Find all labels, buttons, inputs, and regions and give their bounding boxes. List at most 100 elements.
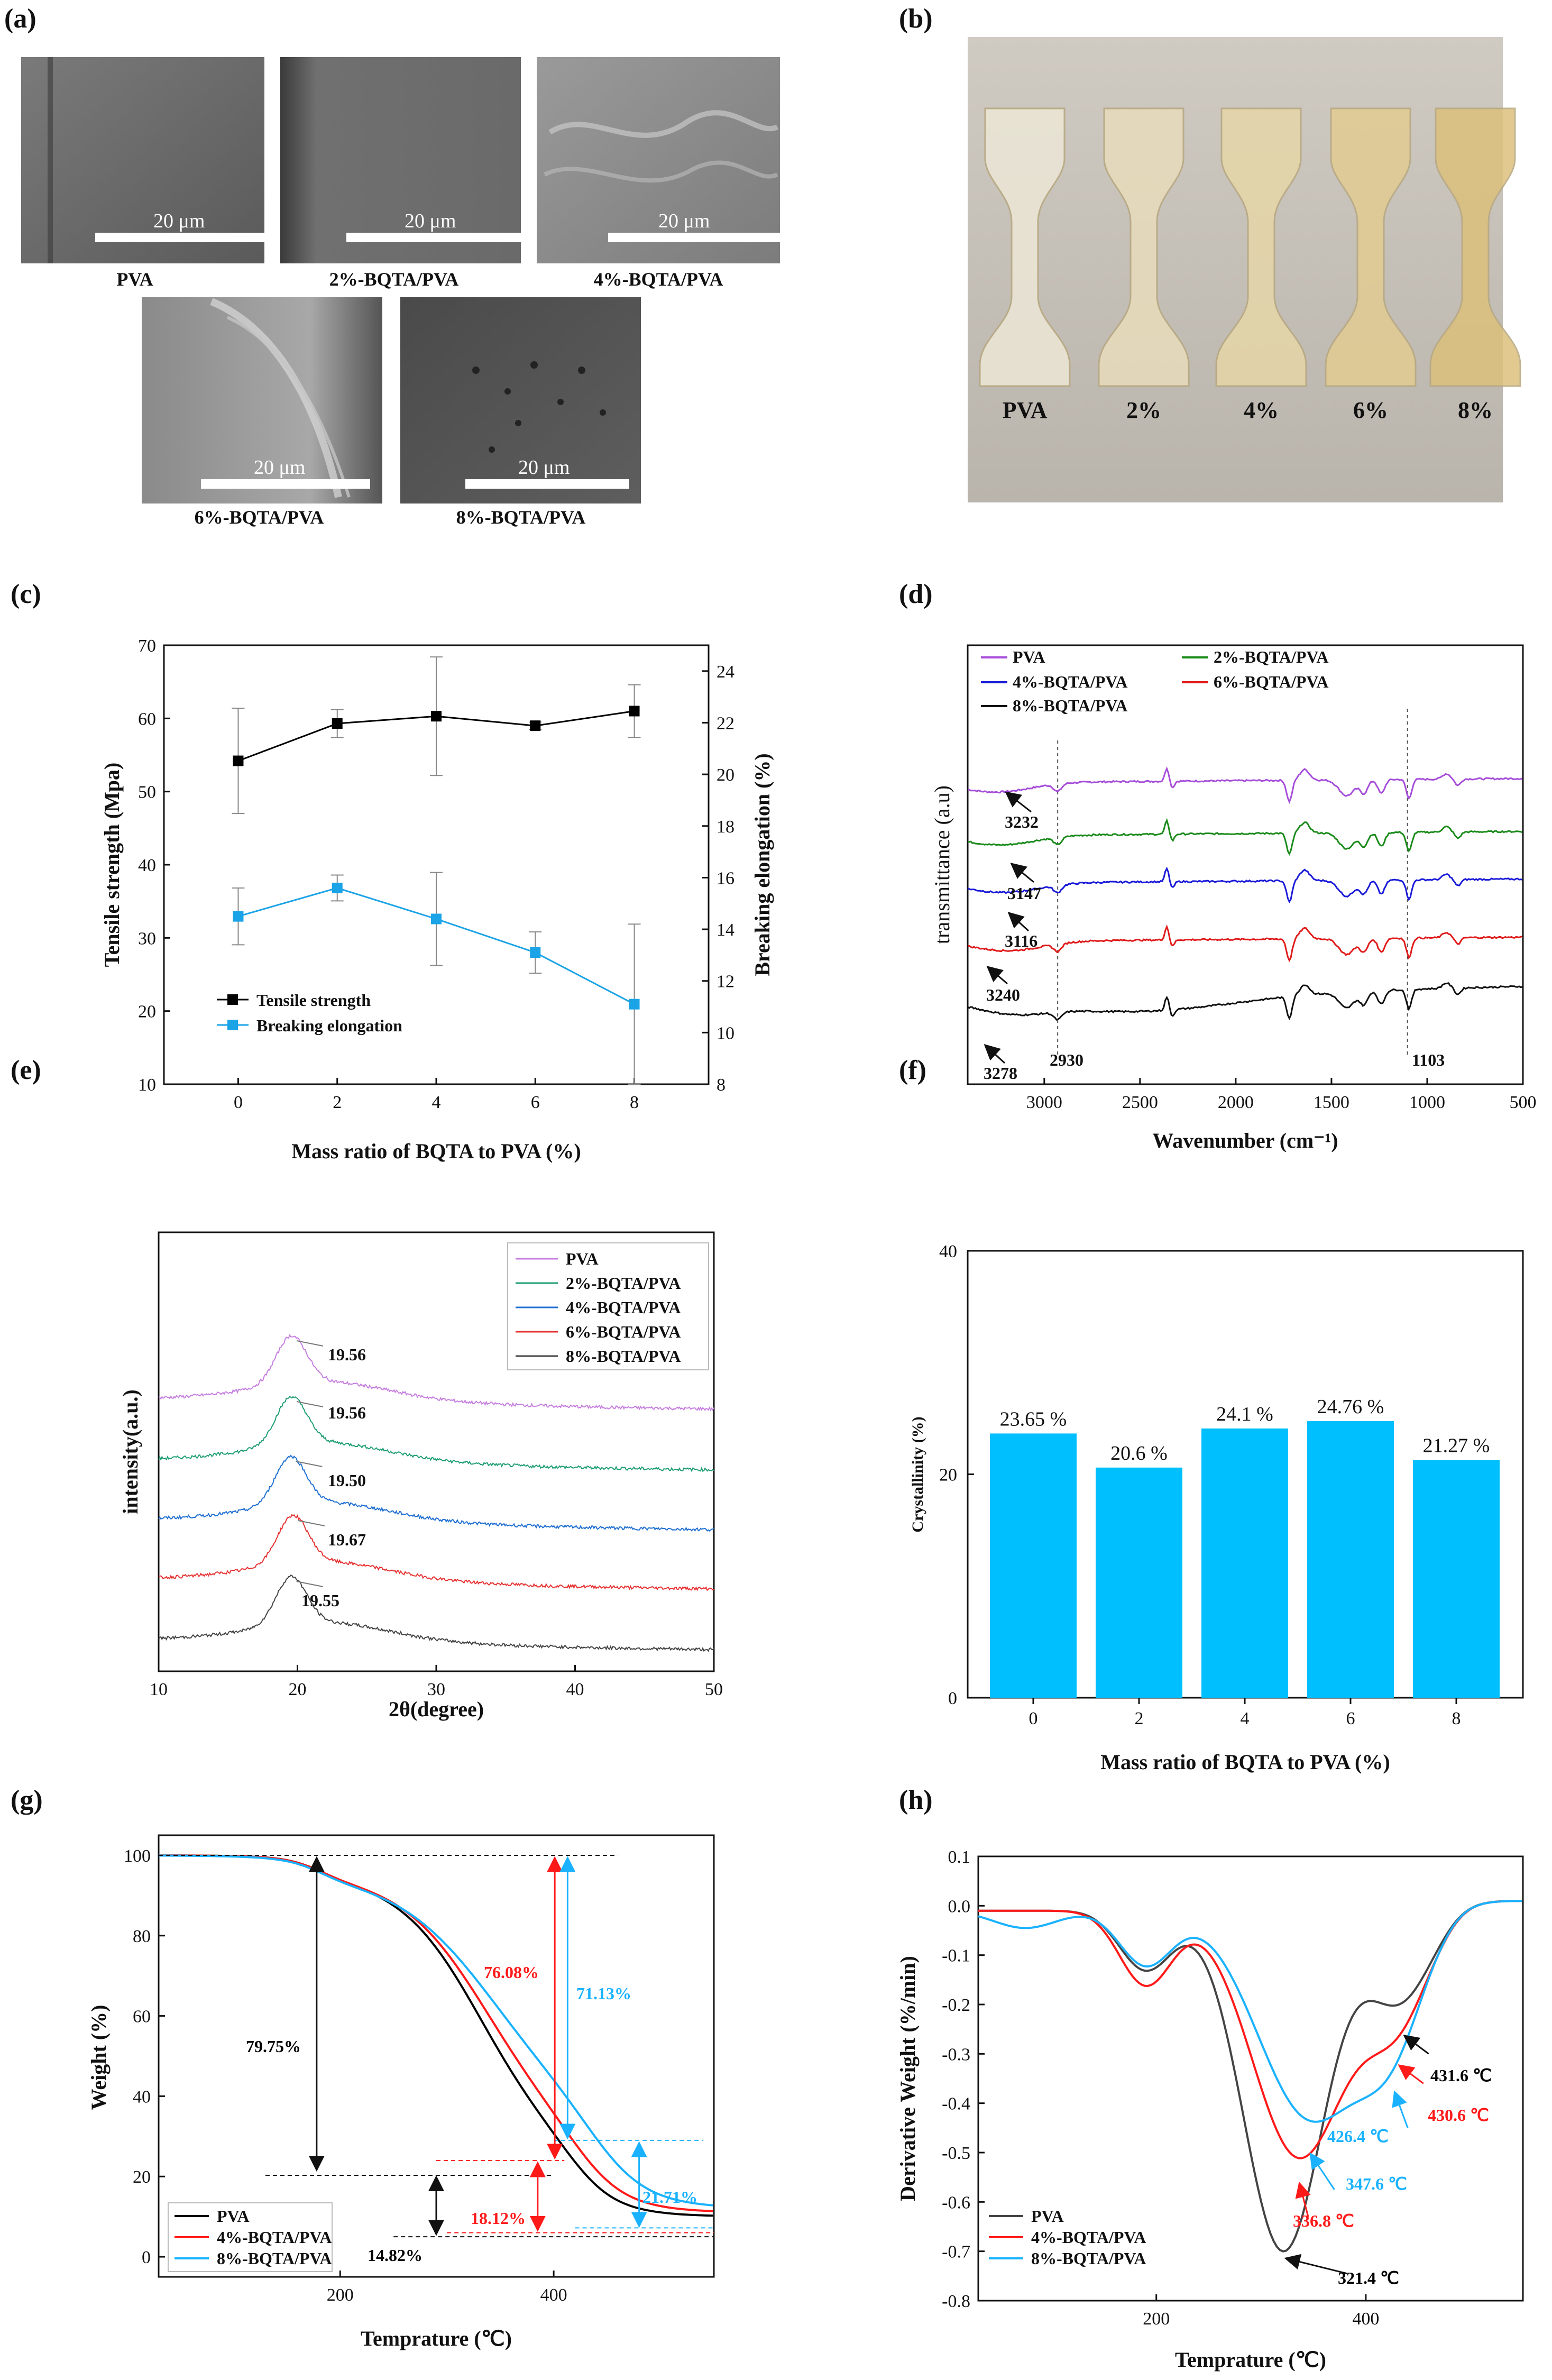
spectrum-line [967,924,1522,963]
peak-annotation: 3240 [986,985,1020,1004]
y2-tick-label: 22 [717,713,734,733]
legend-item: Tensile strength [256,991,371,1010]
tga-curve [159,1854,713,2217]
dtg-curve [978,1900,1522,2123]
diffraction-line [158,1575,714,1652]
y-tick-label: -0.6 [942,2193,970,2212]
data-point [431,913,442,924]
y-tick-label: 20 [133,2167,151,2187]
peak-annotation: 2930 [1050,1050,1083,1069]
chart-f-plot: 0 20 40 0 23.65 % 2 20.6 % 4 24.1 % 6 24.76 % 8 21.2… [939,1242,1500,1728]
legend-item: 2%-BQTA/PVA [566,1274,681,1293]
peak-leader [296,1581,323,1587]
dumbbell-specimens [979,107,1521,387]
x-tick-label: 2500 [1122,1093,1158,1112]
peak-label: 19.50 [328,1471,366,1490]
peak-temperature-label: 347.6 ℃ [1346,2174,1407,2193]
legend-item: 4%-BQTA/PVA [217,2228,332,2247]
data-point [629,999,640,1010]
x-tick-label: 0 [234,1093,243,1112]
y2-tick-label: 14 [717,920,734,940]
peak-annotation: 3147 [1007,884,1041,903]
peak-temperature-label: 426.4 ℃ [1327,2127,1389,2146]
x-tick-label: 200 [327,2285,354,2305]
y-tick-label: 20 [939,1466,957,1485]
dumbbell-specimen [1215,107,1307,387]
y-tick-label: 10 [138,1075,156,1095]
bar [1307,1421,1394,1698]
peak-temperature-label: 431.6 ℃ [1430,2066,1492,2085]
x-tick-label: 4 [1241,1709,1250,1728]
spectrum-line [967,866,1522,904]
x-tick-label: 2 [333,1093,342,1112]
scale-label: 20 μm [518,456,570,479]
peak-label: 19.56 [328,1345,366,1364]
bar [990,1433,1077,1698]
y-tick-label: 40 [138,856,156,875]
y-axis-label: Derivative Weight (%/min) [896,1956,920,2201]
scale-label: 20 μm [254,456,305,479]
chart-h: 200 400 0.1 0.0 -0.1 -0.2 -0.3 -0.4 -0.5 -0.6 -0.7… [896,1847,1524,2372]
mass-loss-label: 76.08% [484,1963,539,1982]
y-tick-label: -0.2 [942,1995,970,2015]
panel-label-b: (b) [899,4,933,34]
x-tick-label: 1000 [1409,1093,1445,1112]
data-point [530,947,541,958]
y-tick-label: 100 [124,1846,151,1866]
peak-annotation: 3278 [984,1064,1017,1083]
data-point [233,755,244,766]
x-tick-label: 40 [566,1680,584,1699]
peak-label: 19.55 [301,1591,339,1610]
peak-label: 19.56 [328,1403,366,1422]
y-tick-label: 60 [133,2007,151,2027]
sem-panel: 20 μm 20 μm 20 μm 20 μm [21,57,780,528]
x-axis-label: Temprature (℃) [361,2327,512,2350]
peak-annotation: 3232 [1005,812,1039,831]
dumbbell-specimen [1098,107,1190,387]
diffraction-line [158,1396,714,1472]
x-tick-label: 8 [630,1093,639,1112]
peak-temperature-label: 336.8 ℃ [1293,2211,1354,2230]
residue-label: 14.82% [368,2246,423,2265]
x-tick-label: 30 [427,1680,445,1699]
scale-label: 20 μm [153,210,205,232]
chart-d-plot: 3000 2500 2000 1500 1000 500 [967,709,1537,1112]
y2-tick-label: 10 [717,1023,734,1043]
peak-arrow [1309,2152,1335,2190]
peak-annotation: 1103 [1412,1050,1445,1069]
y-tick-label: 70 [138,636,156,656]
legend-item: 4%-BQTA/PVA [1031,2228,1146,2247]
y-tick-label: 40 [133,2087,151,2107]
legend: Tensile strength Breaking elongation [217,991,402,1035]
legend-item: 8%-BQTA/PVA [566,1347,681,1366]
legend-item: 8%-BQTA/PVA [217,2249,332,2268]
peak-annotation: 3116 [1005,931,1037,950]
peak-leader [296,1401,324,1407]
y-tick-label: 0 [142,2248,151,2267]
panel-label-c: (c) [11,579,41,609]
x-axis-label: Wavenumber (cm⁻¹) [1152,1129,1338,1152]
legend-item: PVA [1013,647,1045,666]
dumbbell-specimen [1325,107,1417,387]
y-axis-label: transmittance (a.u) [930,785,954,944]
y-tick-label: 50 [138,783,156,802]
legend-item: 6%-BQTA/PVA [566,1322,681,1341]
y-tick-label: 20 [138,1002,156,1022]
peak-leader [296,1461,323,1467]
x-tick-label: 6 [1346,1709,1355,1728]
legend: PVA 4%-BQTA/PVA 8%-BQTA/PVA [168,2202,333,2272]
scale-label: 20 μm [405,210,456,232]
panel-label-d: (d) [899,579,933,609]
sem-caption: PVA [116,269,153,290]
legend: PVA 2%-BQTA/PVA 4%-BQTA/PVA 6%-BQTA/PVA … [981,647,1329,715]
y-tick-label: 0 [948,1689,957,1708]
chart-g-plot: 200 400 0 20 40 60 80 100 [124,1846,714,2305]
y-tick-label: -0.8 [942,2292,970,2311]
dumbbell-specimen [979,107,1071,387]
x-tick-label: 2000 [1218,1093,1254,1112]
legend-item: 8%-BQTA/PVA [1013,696,1128,715]
legend-item: 8%-BQTA/PVA [1031,2249,1146,2268]
x-tick-label: 200 [1143,2309,1170,2329]
